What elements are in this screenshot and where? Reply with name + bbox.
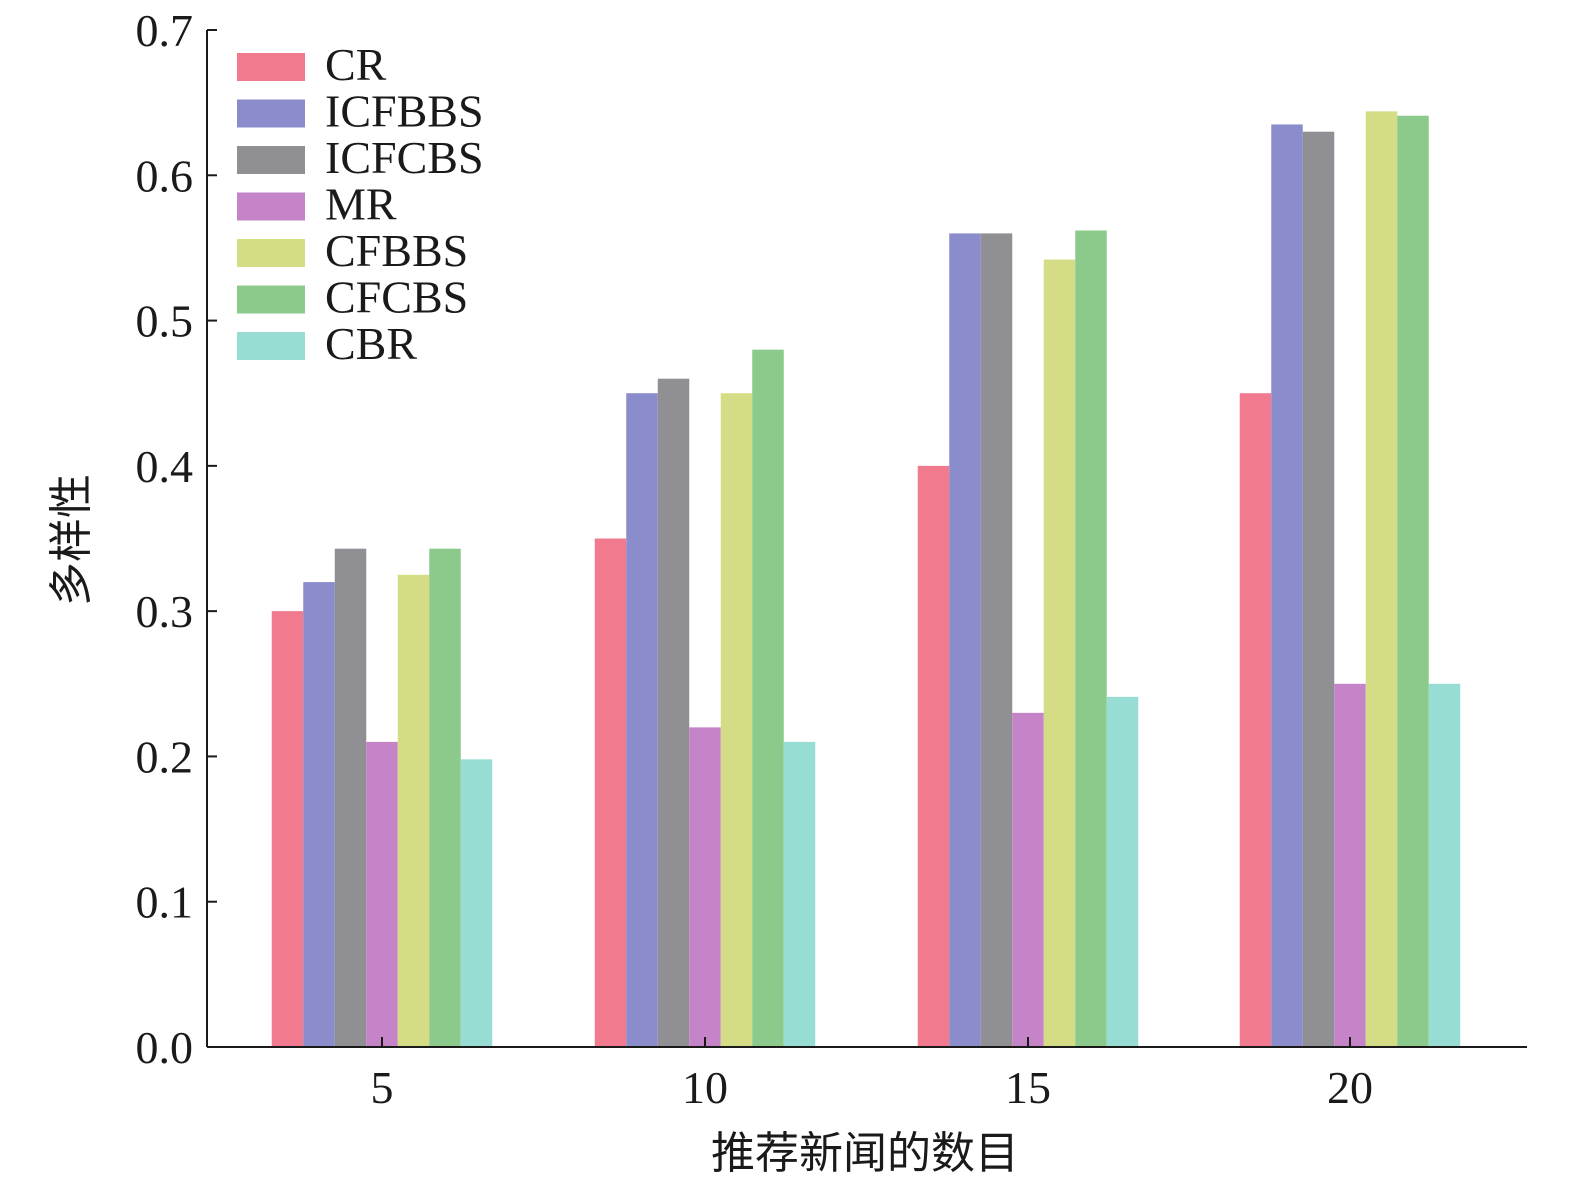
legend-swatch-cfbbs <box>237 239 305 267</box>
bar-icfbbs-5 <box>303 582 335 1047</box>
bar-icfbbs-15 <box>949 233 981 1047</box>
x-tick-label: 20 <box>1327 1062 1373 1113</box>
legend-swatch-mr <box>237 192 305 221</box>
y-tick-label: 0.6 <box>136 150 194 201</box>
y-tick-label: 0.2 <box>136 731 194 782</box>
legend-swatch-cr <box>237 53 305 81</box>
legend-swatch-icfbbs <box>237 99 305 128</box>
bar-icfcbs-10 <box>657 378 690 1047</box>
y-axis-title: 多样性 <box>46 474 97 606</box>
bar-mr-10 <box>689 727 721 1047</box>
bar-mr-20 <box>1334 683 1366 1047</box>
bar-cfbbs-5 <box>397 574 430 1047</box>
y-tick-label: 0.4 <box>136 441 194 492</box>
y-tick-label: 0.0 <box>136 1022 194 1073</box>
bar-cr-20 <box>1239 393 1272 1048</box>
bar-cbr-20 <box>1428 683 1461 1047</box>
bar-cfcbs-10 <box>752 349 784 1047</box>
bar-icfcbs-5 <box>334 548 367 1047</box>
bar-mr-5 <box>366 741 398 1047</box>
bar-icfbbs-20 <box>1271 124 1303 1047</box>
bars-group <box>271 111 1461 1048</box>
bar-cr-10 <box>594 538 627 1047</box>
bar-icfcbs-15 <box>980 233 1013 1047</box>
legend-swatch-icfcbs <box>237 146 305 174</box>
ticks-group: 0.0 0.1 0.2 0.3 0.4 0.5 0.6 0.7 5 10 15 20 <box>136 5 1374 1113</box>
y-tick-label: 0.3 <box>136 586 194 637</box>
bar-icfbbs-10 <box>626 393 658 1048</box>
y-tick-label: 0.1 <box>136 877 194 928</box>
bar-cbr-10 <box>783 741 816 1047</box>
axes-group <box>206 30 1527 1048</box>
bar-mr-15 <box>1012 712 1044 1047</box>
bar-icfcbs-20 <box>1302 131 1335 1047</box>
y-tick-label: 0.5 <box>136 296 194 347</box>
x-tick-label: 10 <box>682 1062 728 1113</box>
bar-cbr-5 <box>460 759 493 1047</box>
bar-cr-5 <box>271 611 304 1047</box>
bar-cfcbs-20 <box>1397 115 1429 1048</box>
legend-swatch-cbr <box>237 332 305 360</box>
x-tick-label: 5 <box>371 1062 394 1113</box>
legend-label-cbr: CBR <box>325 318 417 369</box>
legend-label-cfcbs: CFCBS <box>325 272 468 323</box>
legend-label-icfbbs: ICFBBS <box>325 86 484 137</box>
y-tick-label: 0.7 <box>136 5 194 56</box>
legend-swatch-cfcbs <box>237 285 305 314</box>
bar-cfbbs-15 <box>1043 259 1076 1047</box>
x-axis-title: 推荐新闻的数目 <box>711 1128 1019 1179</box>
bar-cr-15 <box>917 465 950 1047</box>
bar-cfcbs-5 <box>429 548 461 1047</box>
legend-label-icfcbs: ICFCBS <box>325 132 484 183</box>
bar-cfbbs-10 <box>720 393 753 1048</box>
x-tick-label: 15 <box>1005 1062 1051 1113</box>
legend-label-mr: MR <box>325 179 397 230</box>
legend-label-cfbbs: CFBBS <box>325 225 468 276</box>
legend-label-cr: CR <box>325 39 387 90</box>
bar-cbr-15 <box>1106 696 1139 1047</box>
bar-cfcbs-15 <box>1075 230 1107 1048</box>
bar-cfbbs-20 <box>1365 111 1398 1048</box>
